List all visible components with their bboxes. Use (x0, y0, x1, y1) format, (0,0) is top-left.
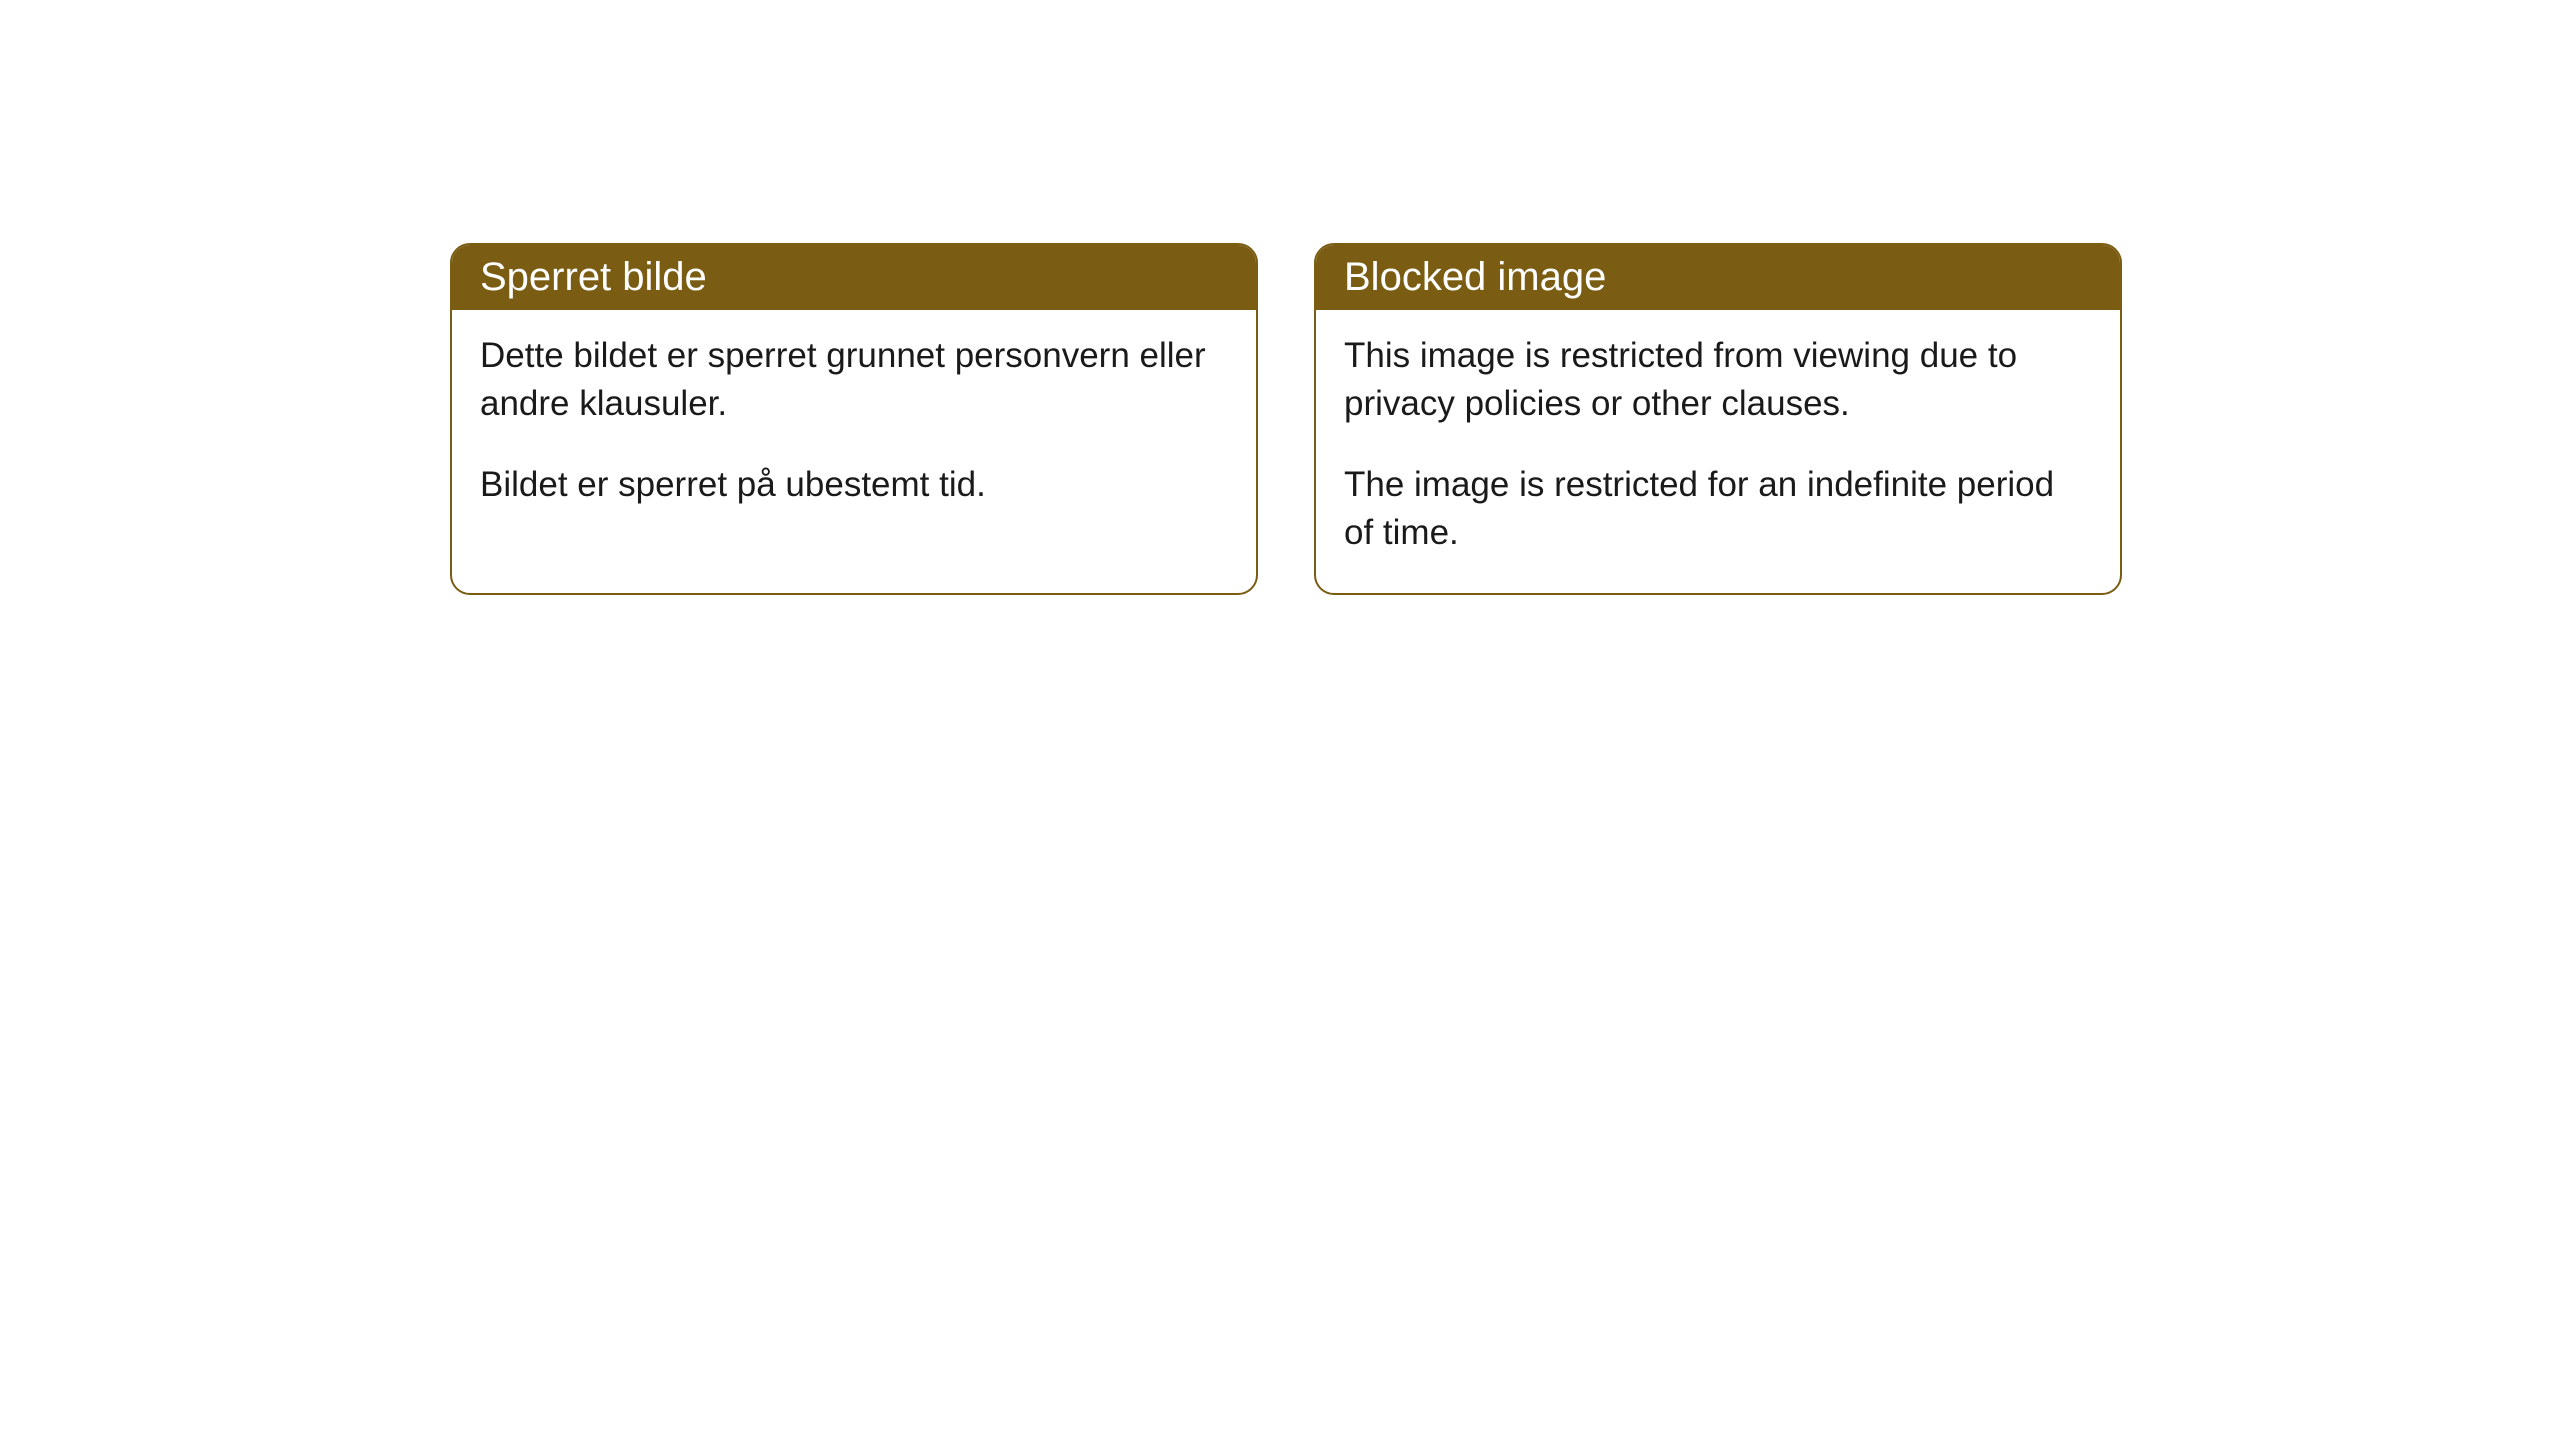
card-header-norwegian: Sperret bilde (452, 245, 1256, 310)
card-header-english: Blocked image (1316, 245, 2120, 310)
card-paragraph2-norwegian: Bildet er sperret på ubestemt tid. (480, 461, 1228, 509)
card-paragraph1-english: This image is restricted from viewing du… (1344, 332, 2092, 429)
card-title-english: Blocked image (1344, 255, 1606, 299)
blocked-image-card-norwegian: Sperret bilde Dette bildet er sperret gr… (450, 243, 1258, 595)
card-paragraph2-english: The image is restricted for an indefinit… (1344, 461, 2092, 558)
card-body-norwegian: Dette bildet er sperret grunnet personve… (452, 310, 1256, 545)
card-body-english: This image is restricted from viewing du… (1316, 310, 2120, 593)
card-paragraph1-norwegian: Dette bildet er sperret grunnet personve… (480, 332, 1228, 429)
blocked-image-card-english: Blocked image This image is restricted f… (1314, 243, 2122, 595)
notification-cards-container: Sperret bilde Dette bildet er sperret gr… (450, 243, 2122, 595)
card-title-norwegian: Sperret bilde (480, 255, 707, 299)
